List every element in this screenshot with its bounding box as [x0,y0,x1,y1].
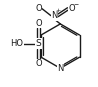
Text: S: S [36,39,41,48]
Text: O: O [35,59,42,68]
Text: +: + [55,8,61,13]
Text: O: O [35,4,42,13]
Text: O: O [35,19,42,28]
Text: −: − [74,1,79,6]
Text: N: N [51,11,57,20]
Text: N: N [57,64,64,73]
Text: O: O [68,4,75,13]
Text: HO: HO [10,39,23,48]
